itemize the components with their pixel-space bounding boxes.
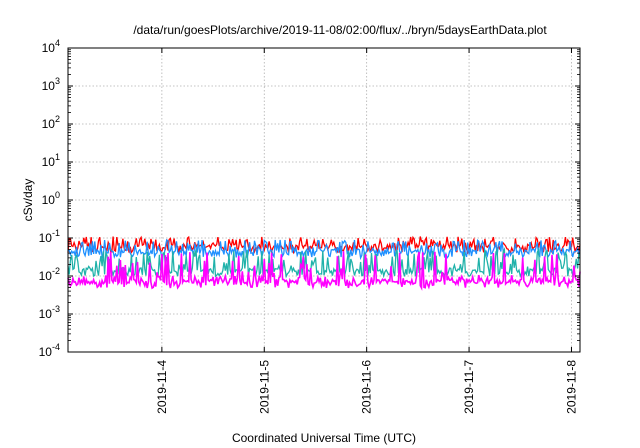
y-tick-exponent: -4 <box>52 342 60 352</box>
y-tick-exponent: 4 <box>55 38 60 48</box>
y-tick-base: 10 <box>39 307 53 321</box>
x-tick-label: 2019-11-6 <box>360 360 374 414</box>
y-tick-label: 10-2 <box>39 266 60 283</box>
y-tick-base: 10 <box>42 79 56 93</box>
y-tick-label: 104 <box>42 38 60 55</box>
y-tick-label: 102 <box>42 114 60 131</box>
y-tick-exponent: -1 <box>52 228 60 238</box>
y-tick-exponent: 3 <box>55 76 60 86</box>
chart-title: /data/run/goesPlots/archive/2019-11-08/0… <box>133 23 547 37</box>
y-tick-label: 10-3 <box>39 304 60 321</box>
series-group <box>67 235 581 291</box>
y-tick-base: 10 <box>42 193 56 207</box>
y-tick-label: 101 <box>42 152 60 169</box>
y-tick-base: 10 <box>42 117 56 131</box>
x-tick-label: 2019-11-4 <box>155 360 169 414</box>
y-tick-base: 10 <box>42 41 56 55</box>
y-axis-label: cSv/day <box>21 179 35 222</box>
y-tick-label: 10-1 <box>39 228 60 245</box>
x-tick-label: 2019-11-5 <box>257 360 271 414</box>
series-line <box>67 238 581 261</box>
y-tick-label: 100 <box>42 190 60 207</box>
y-tick-exponent: 0 <box>55 190 60 200</box>
y-tick-exponent: 1 <box>55 152 60 162</box>
x-tick-label: 2019-11-7 <box>462 360 476 414</box>
y-tick-base: 10 <box>39 269 53 283</box>
x-axis-label: Coordinated Universal Time (UTC) <box>232 431 416 445</box>
grid-lines <box>68 48 580 352</box>
y-tick-exponent: -3 <box>52 304 60 314</box>
y-tick-label: 103 <box>42 76 60 93</box>
x-axis-ticks: 2019-11-4 2019-11-5 2019-11-6 2019-11-7 2019… <box>155 48 578 414</box>
y-tick-exponent: 2 <box>55 114 60 124</box>
x-tick-label: 2019-11-8 <box>564 360 578 414</box>
y-tick-base: 10 <box>39 231 53 245</box>
y-tick-base: 10 <box>42 155 56 169</box>
y-tick-base: 10 <box>39 345 53 359</box>
y-tick-label: 10-4 <box>39 342 60 359</box>
y-tick-exponent: -2 <box>52 266 60 276</box>
series-line <box>67 251 581 291</box>
